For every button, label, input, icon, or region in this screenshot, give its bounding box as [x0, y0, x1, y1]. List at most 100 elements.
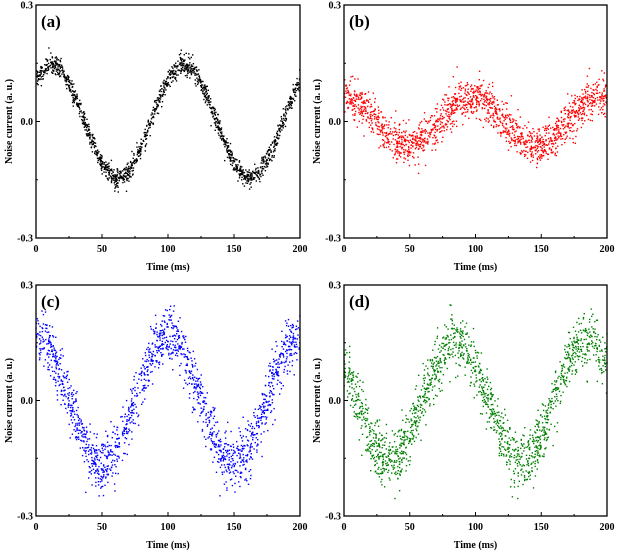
- data-point: [472, 94, 475, 97]
- data-point: [37, 323, 40, 325]
- data-point: [82, 447, 84, 449]
- data-point: [479, 87, 481, 90]
- data-point: [360, 109, 363, 111]
- data-point: [405, 122, 407, 124]
- data-point: [180, 72, 182, 74]
- data-point: [140, 151, 142, 153]
- data-point: [362, 101, 364, 103]
- data-point: [162, 353, 164, 356]
- data-point: [344, 111, 346, 113]
- data-point: [539, 140, 541, 142]
- data-point: [210, 125, 212, 127]
- data-point: [232, 463, 234, 465]
- data-point: [59, 60, 62, 63]
- data-point: [568, 122, 570, 124]
- data-point: [173, 73, 176, 75]
- data-point: [436, 111, 438, 113]
- data-point: [177, 320, 180, 322]
- data-point: [218, 461, 220, 463]
- data-point: [99, 163, 102, 165]
- data-point: [44, 330, 47, 332]
- data-point: [407, 153, 409, 155]
- data-point: [390, 117, 392, 119]
- data-point: [419, 134, 422, 136]
- data-point: [95, 465, 97, 467]
- data-point: [269, 362, 271, 365]
- data-point: [114, 181, 116, 183]
- data-point: [434, 142, 436, 144]
- data-point: [38, 334, 40, 336]
- data-point: [108, 162, 110, 164]
- data-point: [101, 478, 103, 481]
- data-point: [292, 88, 294, 90]
- data-point: [144, 368, 146, 370]
- data-point: [572, 102, 574, 104]
- data-point: [239, 431, 241, 433]
- data-point: [176, 352, 178, 354]
- data-point: [486, 98, 488, 101]
- data-point: [262, 168, 265, 170]
- data-point: [530, 153, 533, 155]
- data-point: [176, 67, 178, 69]
- data-point: [176, 333, 178, 335]
- data-point: [252, 439, 254, 441]
- data-point: [378, 109, 380, 112]
- data-point: [524, 478, 526, 481]
- data-point: [75, 104, 78, 106]
- data-point: [476, 355, 478, 357]
- data-point: [493, 120, 495, 123]
- data-point: [151, 116, 154, 119]
- data-point: [536, 147, 539, 149]
- data-point: [252, 425, 254, 428]
- data-point: [211, 110, 213, 113]
- data-point: [530, 155, 533, 158]
- data-point: [506, 430, 508, 432]
- data-point: [158, 361, 161, 363]
- data-point: [118, 179, 120, 182]
- data-point: [186, 363, 188, 365]
- data-point: [236, 440, 238, 443]
- data-point: [418, 137, 420, 139]
- data-point: [163, 90, 165, 92]
- data-point: [196, 77, 198, 79]
- data-point: [454, 86, 457, 89]
- data-point: [106, 168, 108, 171]
- data-point: [369, 117, 371, 120]
- data-point: [103, 471, 105, 473]
- data-point: [422, 138, 424, 141]
- data-point: [118, 437, 120, 439]
- data-point: [527, 461, 529, 463]
- data-point: [412, 137, 414, 139]
- data-point: [139, 392, 141, 394]
- data-point: [558, 132, 561, 134]
- data-point: [454, 104, 457, 107]
- data-point: [485, 120, 487, 122]
- data-point: [57, 380, 59, 382]
- data-point: [130, 163, 133, 165]
- data-point: [44, 311, 47, 313]
- data-point: [254, 171, 256, 174]
- data-point: [250, 456, 252, 459]
- data-point: [119, 173, 121, 175]
- data-point: [495, 124, 498, 126]
- data-point: [132, 402, 135, 404]
- data-point: [75, 97, 77, 99]
- data-point: [239, 167, 242, 169]
- data-point: [238, 173, 240, 175]
- data-point: [154, 332, 156, 334]
- data-point: [512, 126, 514, 129]
- x-tick-label: 150: [534, 244, 549, 255]
- data-point: [521, 132, 523, 135]
- data-point: [91, 451, 93, 453]
- data-point: [142, 401, 144, 403]
- data-point: [536, 145, 539, 147]
- data-point: [73, 100, 76, 102]
- data-point: [59, 363, 61, 365]
- data-point: [202, 401, 205, 404]
- data-point: [365, 100, 368, 102]
- data-point: [286, 335, 288, 338]
- data-point: [51, 61, 53, 63]
- data-point: [246, 453, 249, 456]
- data-point: [71, 94, 73, 97]
- data-point: [155, 101, 157, 104]
